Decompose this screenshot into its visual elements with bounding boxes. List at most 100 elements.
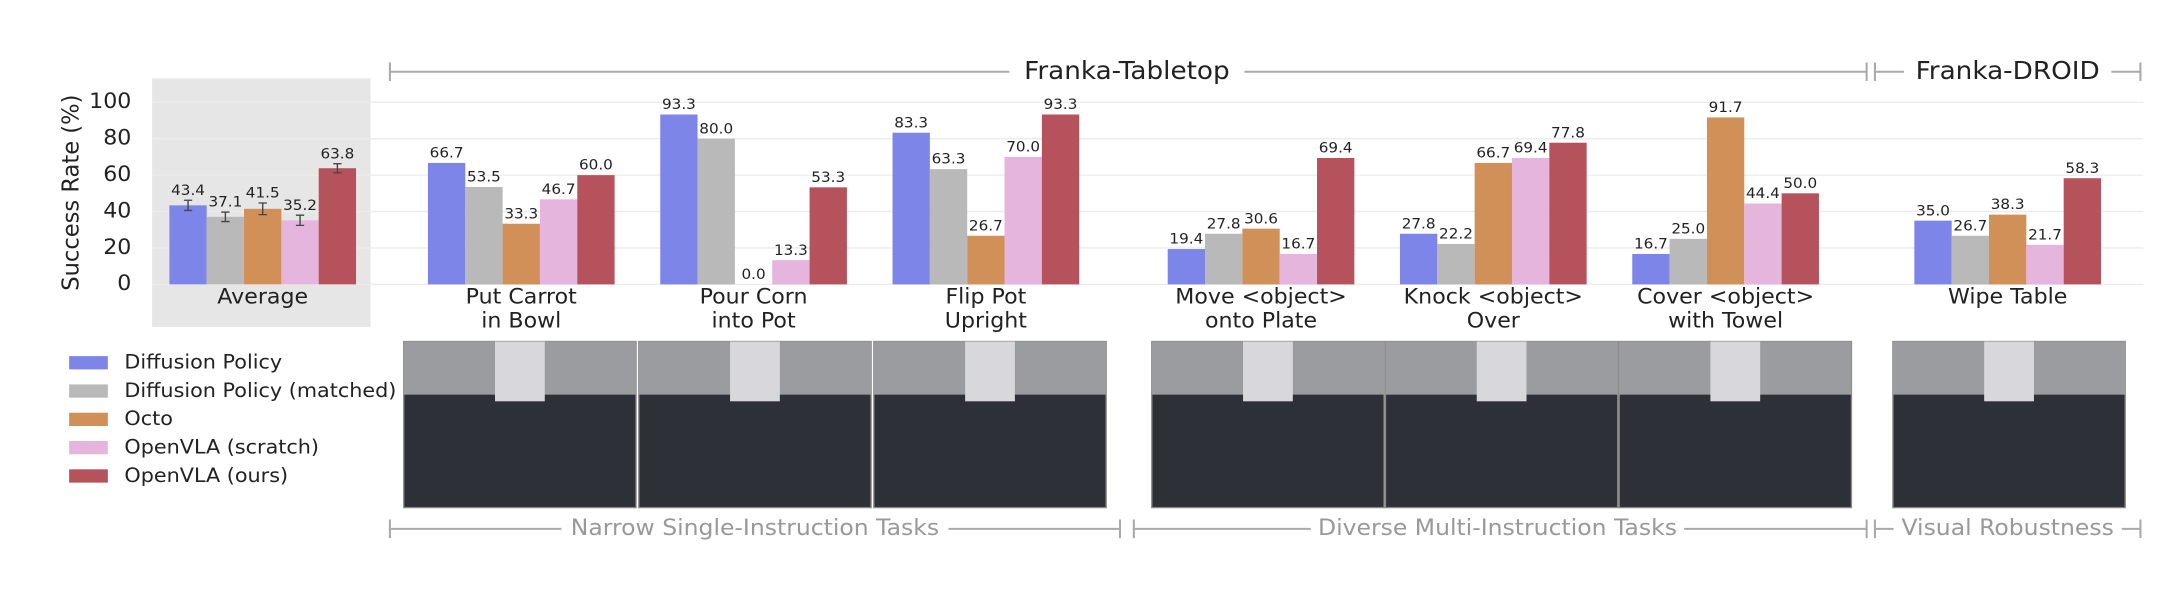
y-tick-label: 100 bbox=[89, 90, 131, 114]
x-tick-label: into Pot bbox=[712, 309, 796, 333]
x-tick-label: Over bbox=[1467, 309, 1520, 333]
x-tick-label: with Towel bbox=[1668, 309, 1783, 333]
task-image-robot bbox=[1984, 341, 2034, 402]
value-label: 22.2 bbox=[1439, 225, 1473, 243]
y-tick-label: 60 bbox=[103, 162, 131, 186]
group-label: Franka-Tabletop bbox=[1024, 57, 1230, 86]
task-image-robot bbox=[730, 341, 780, 402]
value-label: 50.0 bbox=[1783, 174, 1817, 192]
x-tick-label: Move <object> bbox=[1175, 285, 1347, 309]
bracket bbox=[1873, 62, 2142, 82]
value-label: 43.4 bbox=[171, 181, 205, 199]
x-tick-label: Cover <object> bbox=[1637, 285, 1814, 309]
value-label: 35.2 bbox=[283, 196, 317, 214]
value-label: 38.3 bbox=[1991, 196, 2025, 214]
value-label: 19.4 bbox=[1169, 230, 1203, 248]
value-label: 35.0 bbox=[1916, 202, 1950, 220]
bar bbox=[1437, 243, 1475, 285]
value-label: 77.8 bbox=[1551, 124, 1585, 142]
bar bbox=[169, 205, 207, 285]
bar bbox=[809, 187, 847, 285]
bar bbox=[2026, 244, 2064, 285]
task-image-robot bbox=[1243, 341, 1293, 402]
value-label: 25.0 bbox=[1671, 220, 1705, 238]
x-tick-label: onto Plate bbox=[1205, 309, 1317, 333]
bar bbox=[1041, 114, 1080, 285]
bar bbox=[1706, 117, 1745, 285]
value-label: 16.7 bbox=[1281, 235, 1315, 253]
value-label: 21.7 bbox=[2028, 226, 2062, 244]
bar bbox=[929, 169, 968, 285]
bar bbox=[465, 186, 503, 285]
task-image-robot bbox=[1710, 341, 1761, 402]
group-label: Visual Robustness bbox=[1901, 516, 2113, 541]
y-tick-label: 20 bbox=[103, 235, 131, 259]
bar bbox=[1511, 158, 1550, 285]
value-label: 27.8 bbox=[1207, 215, 1241, 233]
bar bbox=[1549, 142, 1587, 285]
bar bbox=[660, 114, 698, 285]
bar bbox=[577, 175, 615, 285]
y-tick-label: 0 bbox=[117, 272, 131, 296]
value-label: 44.4 bbox=[1746, 184, 1780, 202]
x-tick-label: in Bowl bbox=[481, 309, 561, 333]
bar bbox=[427, 162, 466, 285]
value-label: 83.3 bbox=[894, 114, 928, 132]
value-label: 58.3 bbox=[2065, 159, 2099, 177]
x-tick-label: Pour Corn bbox=[700, 285, 808, 309]
bar bbox=[539, 199, 578, 285]
value-label: 26.7 bbox=[969, 217, 1003, 235]
bar bbox=[281, 220, 319, 285]
legend-swatch bbox=[69, 469, 108, 483]
value-label: 69.4 bbox=[1514, 139, 1548, 157]
bracket bbox=[388, 519, 1122, 539]
y-tick-label: 40 bbox=[103, 199, 131, 223]
bar bbox=[1989, 214, 2027, 285]
bar bbox=[697, 138, 735, 285]
bar bbox=[1205, 233, 1243, 285]
value-label: 30.6 bbox=[1244, 210, 1278, 228]
bracket bbox=[388, 62, 1868, 82]
bar bbox=[244, 208, 282, 285]
legend-swatch bbox=[69, 356, 108, 370]
x-tick-label: Average bbox=[217, 285, 308, 309]
value-label: 13.3 bbox=[774, 241, 808, 259]
x-tick-label: Wipe Table bbox=[1948, 285, 2067, 309]
value-label: 66.7 bbox=[430, 144, 464, 162]
legend-label: OpenVLA (ours) bbox=[124, 463, 288, 487]
legend-swatch bbox=[69, 384, 108, 398]
value-label: 16.7 bbox=[1634, 235, 1668, 253]
value-label: 33.3 bbox=[504, 205, 538, 223]
task-image-robot bbox=[495, 341, 545, 402]
chart-body: Success Rate (%) 0 20 40 60 80 100 Average 43.4… bbox=[58, 57, 2144, 541]
value-label: 60.0 bbox=[579, 156, 613, 174]
bar bbox=[772, 260, 810, 285]
bar bbox=[1167, 249, 1206, 285]
bar bbox=[502, 223, 540, 285]
x-tick-label: Knock <object> bbox=[1404, 285, 1583, 309]
task-image-robot bbox=[965, 341, 1015, 402]
bar bbox=[1399, 233, 1438, 285]
value-label: 53.5 bbox=[467, 168, 501, 186]
bar bbox=[1632, 253, 1670, 285]
legend-label: Octo bbox=[124, 407, 173, 431]
x-tick-label: Upright bbox=[945, 309, 1027, 333]
bar bbox=[1781, 193, 1819, 285]
bracket bbox=[1873, 519, 2142, 539]
bar bbox=[1744, 203, 1782, 285]
legend-label: OpenVLA (scratch) bbox=[124, 435, 319, 459]
value-label: 93.3 bbox=[1044, 95, 1078, 113]
error-bar bbox=[258, 202, 267, 216]
bar bbox=[1914, 220, 1952, 285]
y-tick-label: 80 bbox=[103, 126, 131, 150]
error-bar bbox=[333, 163, 342, 174]
bar bbox=[206, 216, 245, 285]
value-label: 93.3 bbox=[662, 95, 696, 113]
legend-label: Diffusion Policy (matched) bbox=[124, 378, 396, 402]
y-axis-label: Success Rate (%) bbox=[58, 95, 85, 291]
error-bar bbox=[221, 211, 230, 223]
bar bbox=[1951, 235, 1990, 285]
bracket bbox=[1132, 519, 1868, 539]
value-label: 69.4 bbox=[1319, 139, 1353, 157]
